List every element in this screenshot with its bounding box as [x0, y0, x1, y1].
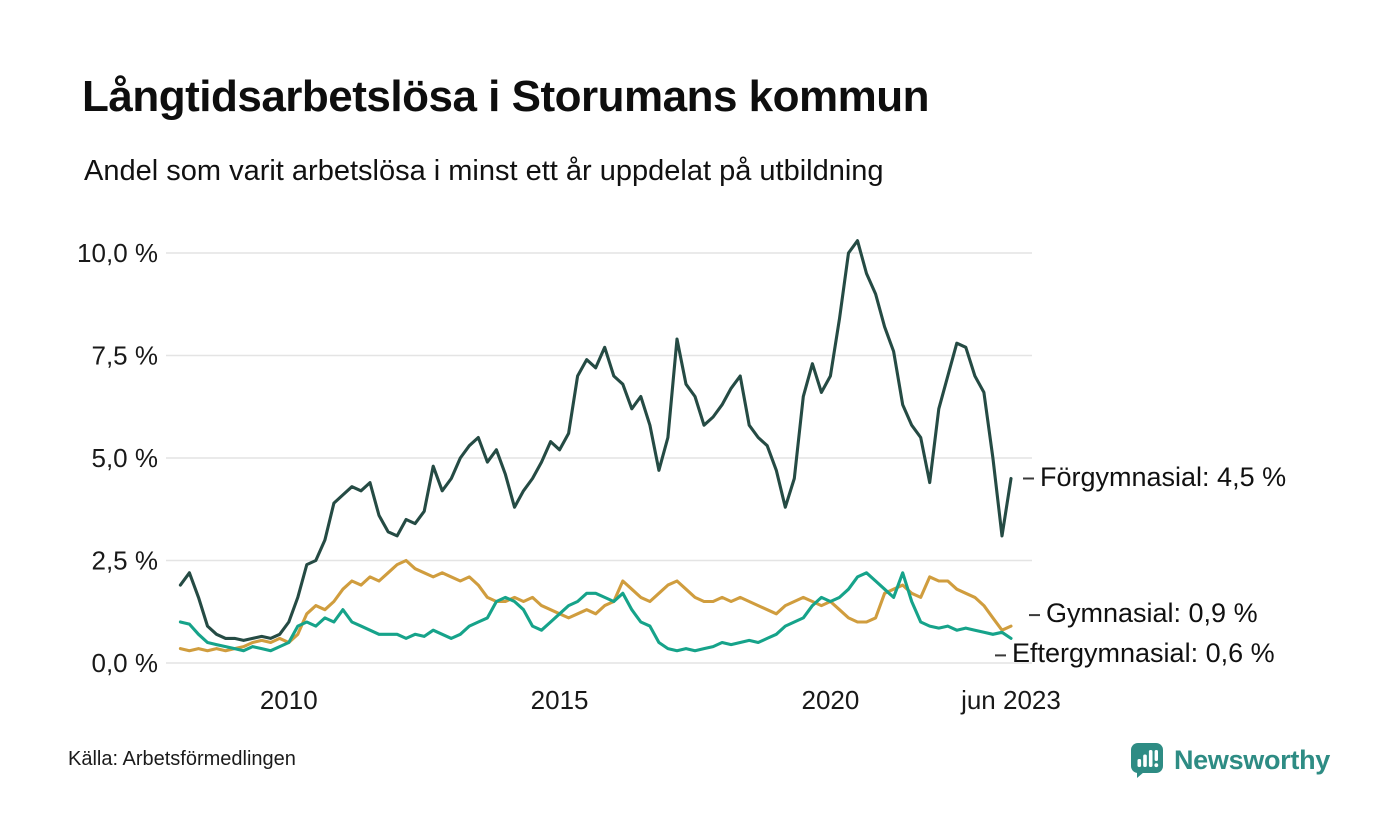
svg-text:2010: 2010	[260, 685, 318, 715]
svg-text:5,0 %: 5,0 %	[92, 443, 159, 473]
source-text: Källa: Arbetsförmedlingen	[68, 748, 296, 770]
line-chart: 0,0 % 2,5 % 5,0 % 7,5 % 10,0 % 2010 2015 2020 ju…	[77, 238, 1061, 715]
chart-title: Långtidsarbetslösa i Storumans kommun	[82, 72, 930, 121]
svg-text:jun 2023: jun 2023	[960, 685, 1061, 715]
svg-text:2015: 2015	[531, 685, 589, 715]
svg-text:2020: 2020	[801, 685, 859, 715]
brand-name: Newsworthy	[1173, 744, 1330, 775]
newsworthy-icon	[1130, 743, 1163, 778]
brand-logo: Newsworthy	[1130, 742, 1330, 778]
svg-text:0,0 %: 0,0 %	[92, 648, 159, 678]
annotation-gymnasial: Gymnasial: 0,9 %	[1046, 598, 1258, 629]
svg-text:10,0 %: 10,0 %	[77, 238, 158, 268]
svg-text:7,5 %: 7,5 %	[92, 341, 159, 371]
svg-text:2,5 %: 2,5 %	[92, 546, 159, 576]
annotation-forgymnasial: Förgymnasial: 4,5 %	[1040, 461, 1287, 492]
annotation-eftergymnasial: Eftergymnasial: 0,6 %	[1012, 638, 1275, 669]
chart-subtitle: Andel som varit arbetslösa i minst ett å…	[84, 155, 884, 187]
